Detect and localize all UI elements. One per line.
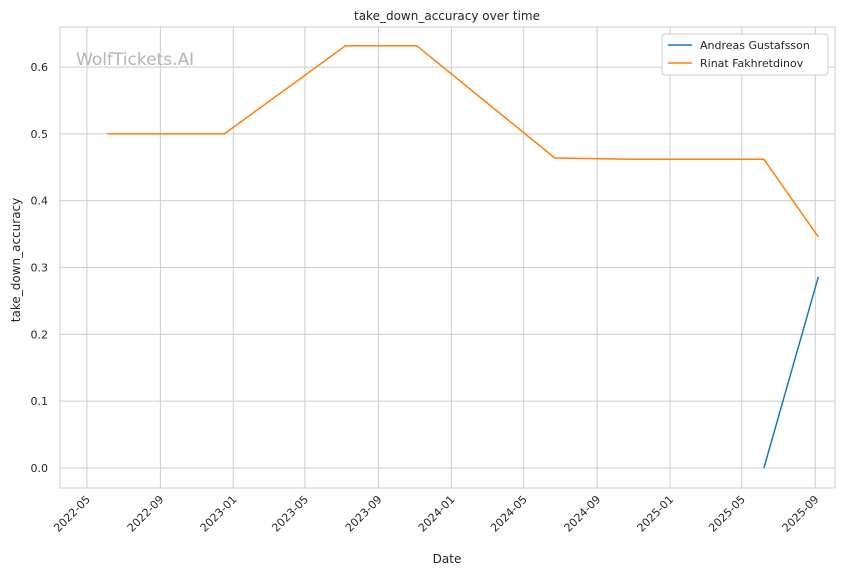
watermark: WolfTickets.AI	[76, 50, 194, 70]
x-tick-label: 2023-09	[343, 493, 385, 535]
x-tick-label: 2025-01	[635, 493, 677, 535]
y-tick-label: 0.4	[31, 195, 49, 208]
y-tick-label: 0.1	[31, 395, 49, 408]
x-tick-label: 2022-09	[125, 493, 167, 535]
y-tick-label: 0.5	[31, 128, 49, 141]
grid	[60, 27, 835, 488]
y-tick-label: 0.2	[31, 328, 49, 341]
x-tick-label: 2024-01	[416, 493, 458, 535]
y-tick-label: 0.3	[31, 262, 49, 275]
x-tick-label: 2024-09	[562, 493, 604, 535]
x-tick-label: 2024-05	[488, 493, 530, 535]
x-tick-label: 2022-05	[51, 493, 93, 535]
y-tick-labels: 0.0 0.1 0.2 0.3 0.4 0.5 0.6	[31, 61, 49, 475]
x-tick-label: 2023-01	[198, 493, 240, 535]
legend-label: Rinat Fakhretdinov	[700, 57, 804, 70]
x-tick-label: 2025-05	[706, 493, 748, 535]
series-line-1	[107, 44, 819, 238]
plot-frame	[59, 26, 836, 489]
legend: Andreas Gustafsson Rinat Fakhretdinov	[661, 33, 829, 76]
chart-title: take_down_accuracy over time	[354, 9, 540, 23]
x-tick-label: 2025-09	[780, 493, 822, 535]
x-axis-label: Date	[433, 552, 462, 566]
x-tick-label: 2023-05	[269, 493, 311, 535]
legend-box	[661, 33, 829, 76]
y-axis-label: take_down_accuracy	[9, 198, 23, 322]
series-lines	[107, 44, 820, 469]
x-tick-labels: 2022-05 2022-09 2023-01 2023-05 2023-09 2024-…	[51, 493, 821, 535]
y-tick-label: 0.6	[31, 61, 49, 74]
legend-label: Andreas Gustafsson	[700, 39, 810, 52]
series-line-0	[763, 276, 820, 469]
y-tick-label: 0.0	[31, 462, 49, 475]
